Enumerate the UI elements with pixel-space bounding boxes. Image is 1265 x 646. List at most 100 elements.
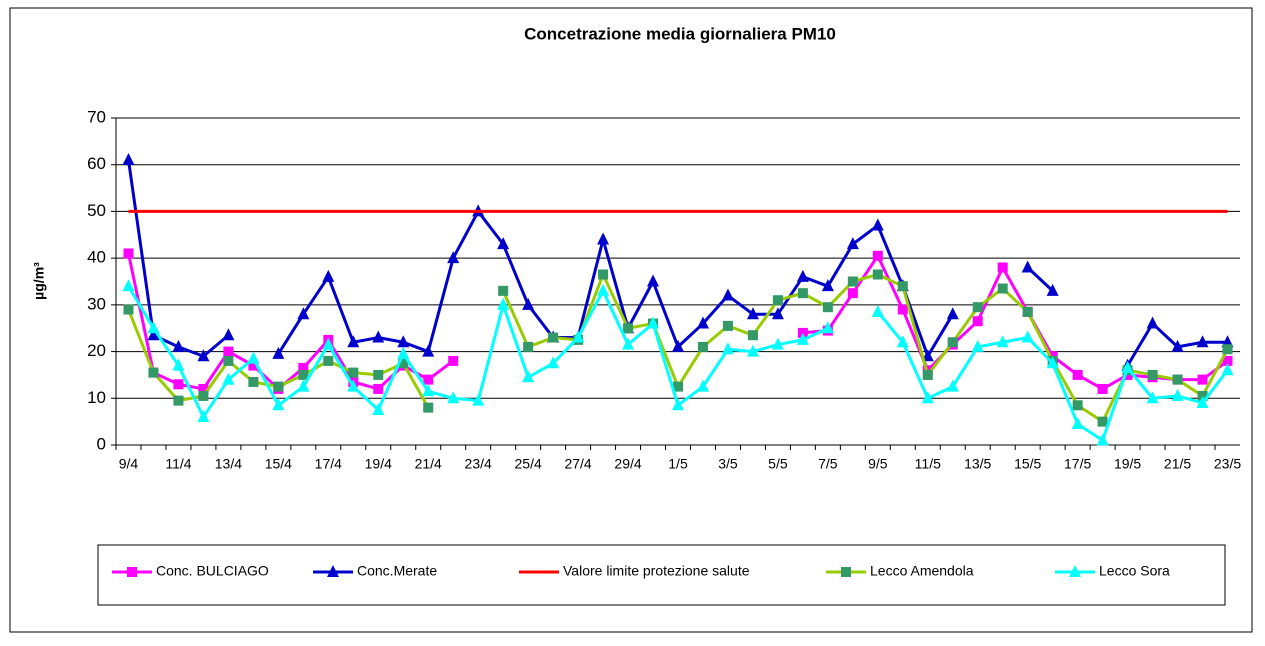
data-point <box>1222 344 1233 355</box>
data-point <box>123 248 134 259</box>
data-point <box>847 288 858 299</box>
x-tick-label: 27/4 <box>564 456 591 472</box>
data-point <box>297 307 310 320</box>
data-point <box>721 342 734 355</box>
data-point <box>422 344 435 357</box>
data-point <box>921 349 934 362</box>
x-tick-label: 11/5 <box>915 456 941 472</box>
data-point <box>797 327 808 338</box>
data-point <box>197 349 210 362</box>
data-point <box>447 391 460 404</box>
data-point <box>597 283 610 296</box>
x-tick-label: 11/4 <box>165 456 191 472</box>
data-point <box>1172 374 1183 385</box>
data-point <box>147 321 160 334</box>
data-point <box>272 398 285 411</box>
data-point <box>622 337 635 350</box>
data-point <box>1146 316 1159 329</box>
data-point <box>797 288 808 299</box>
y-axis-label: µg/m³ <box>31 262 47 300</box>
data-point <box>322 337 335 350</box>
data-point <box>1121 360 1134 373</box>
data-point <box>598 269 609 280</box>
data-point <box>222 328 235 341</box>
data-point <box>647 274 660 287</box>
y-tick-label: 30 <box>87 294 106 313</box>
data-point <box>997 262 1008 273</box>
x-tick-label: 25/4 <box>515 456 542 472</box>
data-point <box>1072 369 1083 380</box>
legend-marker <box>1069 565 1081 577</box>
data-point <box>497 297 510 310</box>
data-point <box>972 302 983 313</box>
legend-marker <box>327 565 339 577</box>
data-point <box>322 269 335 282</box>
data-point <box>572 330 585 343</box>
data-point <box>298 369 309 380</box>
y-tick-label: 40 <box>87 248 106 267</box>
data-point <box>372 402 385 415</box>
data-point <box>297 379 310 392</box>
data-point <box>673 381 683 392</box>
y-tick-label: 0 <box>97 434 106 453</box>
data-point <box>672 339 684 352</box>
data-point <box>1146 391 1159 404</box>
data-point <box>197 409 210 422</box>
data-point <box>672 398 684 411</box>
data-point <box>1196 395 1209 408</box>
data-point <box>1197 390 1208 401</box>
data-point <box>172 339 185 352</box>
data-point <box>821 279 834 292</box>
data-point <box>1197 374 1208 385</box>
legend-label: Lecco Amendola <box>870 563 974 579</box>
x-tick-label: 15/4 <box>265 456 292 472</box>
data-point <box>846 237 859 250</box>
data-point <box>148 367 159 378</box>
data-point <box>947 337 958 348</box>
data-point <box>772 295 783 306</box>
data-point <box>821 321 834 334</box>
data-point <box>697 341 708 352</box>
data-point <box>796 332 809 345</box>
data-point <box>123 304 134 315</box>
x-tick-label: 21/4 <box>415 456 442 472</box>
x-tick-label: 13/4 <box>215 456 242 472</box>
data-point <box>971 339 984 352</box>
data-point <box>448 355 459 366</box>
x-tick-label: 19/5 <box>1114 456 1141 472</box>
data-point <box>547 356 560 369</box>
legend-label: Lecco Sora <box>1099 563 1170 579</box>
x-tick-label: 15/5 <box>1014 456 1041 472</box>
data-point <box>347 379 360 392</box>
legend-box <box>97 544 1226 606</box>
data-point <box>373 369 384 380</box>
data-point <box>247 351 260 364</box>
data-point <box>871 218 884 231</box>
data-point <box>746 307 759 320</box>
data-point <box>223 346 234 357</box>
data-point <box>871 304 884 317</box>
data-point <box>1022 306 1033 317</box>
x-tick-label: 23/4 <box>465 456 492 472</box>
data-point <box>522 370 535 383</box>
data-point <box>373 383 384 394</box>
data-point <box>122 153 135 166</box>
data-point <box>597 232 610 245</box>
data-point <box>1171 339 1184 352</box>
data-point <box>198 383 209 394</box>
x-tick-label: 3/5 <box>718 456 738 472</box>
y-tick-label: 10 <box>87 388 106 407</box>
data-point <box>647 316 660 329</box>
data-point <box>896 335 909 348</box>
x-tick-label: 13/5 <box>964 456 991 472</box>
legend-label: Valore limite protezione salute <box>563 563 750 579</box>
data-point <box>922 369 933 380</box>
data-point <box>696 316 709 329</box>
x-tick-label: 1/5 <box>668 456 688 472</box>
data-point <box>996 335 1009 348</box>
data-point <box>921 391 934 404</box>
data-point <box>147 328 160 341</box>
data-point <box>1021 260 1034 273</box>
data-point <box>397 335 410 348</box>
x-tick-label: 29/4 <box>614 456 641 472</box>
